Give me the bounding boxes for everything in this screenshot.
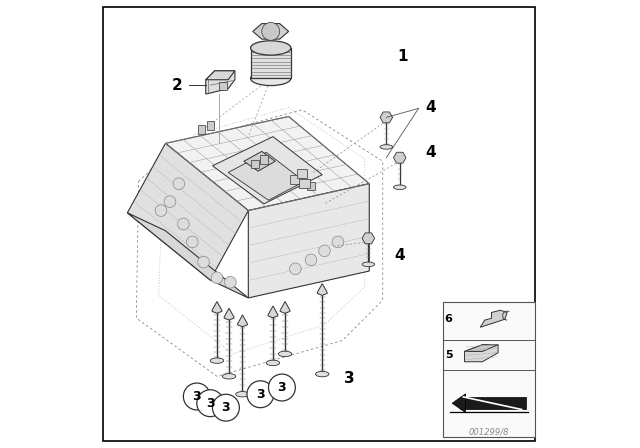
Polygon shape: [212, 137, 323, 204]
Text: 1: 1: [397, 48, 408, 64]
Ellipse shape: [394, 185, 406, 190]
Bar: [252, 160, 259, 168]
Circle shape: [305, 254, 317, 266]
Circle shape: [319, 245, 330, 257]
Polygon shape: [317, 284, 327, 295]
Circle shape: [289, 263, 301, 275]
Circle shape: [211, 272, 223, 284]
Circle shape: [198, 256, 209, 268]
Circle shape: [212, 394, 239, 421]
Bar: [443, 302, 535, 437]
Ellipse shape: [251, 41, 291, 55]
Circle shape: [262, 22, 280, 40]
Polygon shape: [228, 152, 305, 200]
Text: 4: 4: [425, 100, 436, 115]
Polygon shape: [212, 302, 222, 313]
Ellipse shape: [278, 351, 292, 357]
Text: 3: 3: [221, 401, 230, 414]
Polygon shape: [460, 397, 526, 409]
Circle shape: [197, 390, 224, 417]
Polygon shape: [127, 143, 248, 280]
Circle shape: [186, 236, 198, 248]
Text: 3: 3: [344, 371, 355, 386]
Circle shape: [177, 218, 189, 230]
Circle shape: [184, 383, 210, 410]
Polygon shape: [465, 345, 498, 362]
Text: 4: 4: [425, 145, 436, 160]
Ellipse shape: [236, 392, 249, 397]
Polygon shape: [244, 151, 275, 171]
Ellipse shape: [316, 371, 329, 377]
Polygon shape: [206, 71, 235, 80]
Polygon shape: [165, 116, 369, 211]
Bar: [207, 121, 214, 130]
Bar: [220, 82, 227, 90]
Text: 3: 3: [256, 388, 265, 401]
Circle shape: [164, 196, 176, 207]
Bar: [260, 155, 268, 164]
Polygon shape: [452, 394, 466, 413]
Polygon shape: [253, 24, 289, 39]
Text: 2: 2: [172, 78, 182, 93]
Bar: [307, 182, 315, 190]
Ellipse shape: [266, 360, 280, 366]
Text: 5: 5: [445, 350, 452, 360]
Circle shape: [155, 205, 167, 216]
Circle shape: [269, 374, 296, 401]
Text: 6: 6: [445, 314, 452, 324]
Polygon shape: [394, 152, 406, 163]
Bar: [297, 169, 307, 178]
Polygon shape: [280, 302, 290, 313]
Text: 3: 3: [278, 381, 286, 394]
Bar: [290, 175, 301, 184]
Polygon shape: [480, 310, 507, 327]
Polygon shape: [224, 308, 234, 320]
Text: 3: 3: [206, 396, 214, 410]
Text: 4: 4: [394, 248, 404, 263]
Ellipse shape: [211, 358, 224, 363]
Polygon shape: [237, 315, 248, 327]
Polygon shape: [380, 112, 392, 123]
Circle shape: [247, 381, 274, 408]
Ellipse shape: [251, 71, 291, 86]
Bar: [198, 125, 205, 134]
Circle shape: [173, 178, 185, 190]
Polygon shape: [127, 213, 248, 298]
Polygon shape: [248, 184, 369, 298]
Ellipse shape: [362, 262, 374, 267]
Ellipse shape: [222, 374, 236, 379]
Ellipse shape: [380, 145, 392, 149]
Polygon shape: [362, 233, 374, 244]
Text: 001299/8: 001299/8: [469, 428, 509, 437]
Bar: [251, 48, 291, 78]
Bar: [299, 179, 310, 188]
Text: 3: 3: [193, 390, 201, 403]
Polygon shape: [206, 71, 235, 94]
Circle shape: [225, 276, 236, 288]
Polygon shape: [465, 345, 498, 351]
Circle shape: [332, 236, 344, 248]
Polygon shape: [268, 306, 278, 318]
